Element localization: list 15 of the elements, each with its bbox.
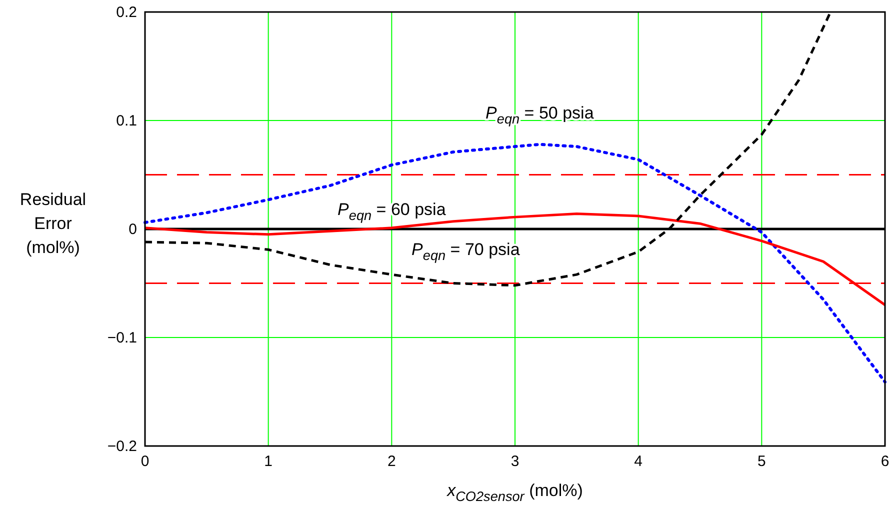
y-tick-label: −0.1 <box>107 330 137 346</box>
x-tick-label: 5 <box>757 453 766 470</box>
x-axis-title: x$_{CO2sensor}$ (mol%) <box>446 481 583 504</box>
x-tick-label: 6 <box>880 453 890 470</box>
x-tick-label: 3 <box>510 453 520 470</box>
x-tick-label: 2 <box>387 453 396 470</box>
line-series <box>144 142 886 384</box>
y-tick-label: 0.2 <box>116 4 137 21</box>
y-tick-label: −0.2 <box>107 438 137 455</box>
y-tick-label: 0.1 <box>116 112 137 130</box>
x-tick-label: 4 <box>634 453 643 470</box>
x-tick-label: 0 <box>140 453 150 470</box>
y-axis-title: Residual Error (mol%) <box>20 190 86 257</box>
x-tick-label: 1 <box>264 453 273 470</box>
y-tick-label: 0 <box>128 221 137 238</box>
